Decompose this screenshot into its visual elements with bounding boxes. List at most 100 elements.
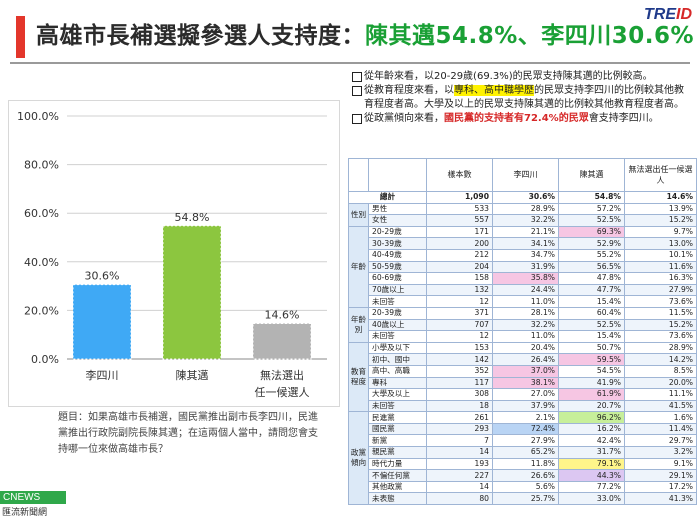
table-cell: 293 [426,422,493,436]
table-cell: 557 [426,214,493,227]
title-accent-bar [16,16,25,58]
table-cell: 26.4% [492,353,559,366]
table-header-cell: 李四川 [492,158,559,192]
table-cell: 37.9% [492,399,559,413]
data-label: 30.6% [85,270,120,283]
table-cell: 41.3% [624,492,697,506]
y-tick-label: 60.0% [24,207,59,220]
table-cell: 14.6% [624,191,697,204]
table-row: 政黨傾向 民進黨 261 2.1% 96.2% 1.6% [348,411,697,506]
table-cell: 158 [426,272,493,285]
table-cell: 308 [426,388,493,401]
header: 高雄市長補選擬參選人支持度：陳其邁54.8%、李四川30.6% TREID [0,0,700,70]
table-cell: 37.0% [492,364,559,378]
table-cell: 28.1% [492,306,559,320]
row-label: 不偏任何黨 [368,469,427,482]
table-cell: 59.5% [558,353,625,366]
table-cell: 25.7% [492,492,559,506]
title-prefix: 高雄市長補選擬參選人支持度： [36,23,365,49]
row-label: 20-29歲 [368,225,427,239]
note-text-post: 的民眾支持李四川的比例較其他教育程度者高。大學及以上的民眾支持陳其邁的比例較其他… [364,85,684,110]
table-cell: 13.9% [624,202,697,216]
table-cell: 28.9% [624,341,697,355]
table-cell: 5.6% [492,480,559,494]
table-row: 40-49歲 212 34.7% 55.2% 10.1% [349,248,697,262]
table-row: 其他政黨 14 5.6% 77.2% 17.2% [349,480,697,494]
table-cell: 32.2% [492,318,559,332]
table-cell: 34.1% [492,237,559,250]
table-cell: 14 [426,446,493,459]
table-row: 40歲以上 707 32.2% 52.5% 15.2% [349,318,697,332]
row-label: 60-69歲 [368,272,427,285]
table-cell: 41.9% [558,376,625,390]
row-label: 70歲以上 [368,283,427,297]
logo-main: TRE [644,6,676,23]
note-highlight: 專科、高中職學歷 [454,85,534,96]
data-label: 54.8% [175,211,210,224]
table-cell: 11.1% [624,388,697,401]
table-row: 女性 557 32.2% 52.5% 15.2% [349,214,697,227]
table-cell: 54.8% [558,191,625,204]
table-cell: 11.5% [624,306,697,320]
table-cell: 96.2% [558,411,625,424]
table-row: 50-59歲 204 31.9% 56.5% 11.6% [349,260,697,274]
table-header-cell: 陳其邁 [558,158,625,192]
table-cell: 15.4% [558,295,625,308]
table-row: 未表態 80 25.7% 33.0% 41.3% [349,492,697,506]
group-label: 教育程度 [348,341,369,413]
table-cell: 117 [426,376,493,390]
table-cell: 533 [426,202,493,216]
table-cell: 65.2% [492,446,559,459]
table-cell: 1.6% [624,411,697,424]
table-header-cell: 樣本數 [426,158,493,192]
row-label: 其他政黨 [368,480,427,494]
total-label: 總計 [348,191,427,204]
row-label: 高中、高職 [368,364,427,378]
row-label: 40歲以上 [368,318,427,332]
table-cell: 27.9% [624,283,697,297]
table-cell: 9.7% [624,225,697,239]
x-tick-label-2: 陳其邁 [176,368,209,382]
table-cell: 13.0% [624,237,697,250]
table-cell: 227 [426,469,493,482]
table-cell: 24.4% [492,283,559,297]
table-header-cell [368,158,427,192]
table-cell: 212 [426,248,493,262]
x-tick-label-1: 李四川 [86,368,119,382]
table-cell: 47.7% [558,283,625,297]
table-cell: 61.9% [558,388,625,401]
table-cell: 9.1% [624,457,697,471]
table-row: 大學及以上 308 27.0% 61.9% 11.1% [349,388,697,401]
checkbox-icon [352,114,362,124]
table-row: 國民黨 293 72.4% 16.2% 11.4% [349,422,697,436]
findings-notes: 從年齡來看，以20-29歲(69.3%)的民眾支持陳其邁的比例較高。 從教育程度… [352,70,692,126]
row-label: 未回答 [368,295,427,308]
table-cell: 12 [426,330,493,343]
table-cell: 30.6% [492,191,559,204]
row-label: 專科 [368,376,427,390]
note-text-post: 會支持李四川。 [588,113,659,124]
row-label: 30-39歲 [368,237,427,250]
table-cell: 707 [426,318,493,332]
table-cell: 14 [426,480,493,494]
table-row: 未回答 18 37.9% 20.7% 41.5% [349,399,697,413]
table-cell: 132 [426,283,493,297]
table-cell: 60.4% [558,306,625,320]
table-cell: 20.7% [558,399,625,413]
y-tick-label: 40.0% [24,256,59,269]
table-row: 年齡別 20-39歲 371 28.1% 60.4% 11.5% [348,306,697,343]
note-age: 從年齡來看，以20-29歲(69.3%)的民眾支持陳其邁的比例較高。 [352,70,692,84]
checkbox-icon [352,72,362,82]
table-row: 初中、國中 142 26.4% 59.5% 14.2% [349,353,697,366]
table-cell: 33.0% [558,492,625,506]
table-header-row: 樣本數 李四川 陳其邁 無法選出任一候選人 [348,158,697,192]
note-party: 從政黨傾向來看，國民黨的支持者有72.4%的民眾會支持李四川。 [352,112,692,126]
table-cell: 73.6% [624,330,697,343]
bar [72,284,132,360]
table-row: 60-69歲 158 35.8% 47.8% 16.3% [349,272,697,285]
x-tick-label-3b: 任一候選人 [255,385,310,399]
table-cell: 11.4% [624,422,697,436]
table-cell: 72.4% [492,422,559,436]
table-cell: 52.5% [558,318,625,332]
table-cell: 31.7% [558,446,625,459]
